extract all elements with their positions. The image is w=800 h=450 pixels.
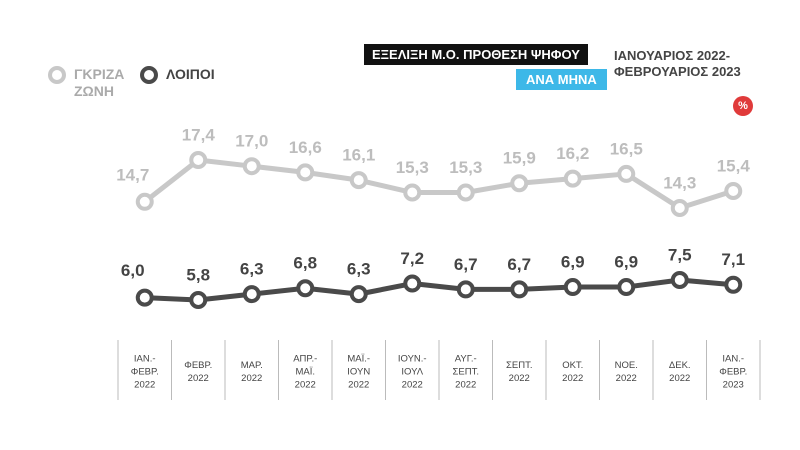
x-tick-label: ΝΟΕ. xyxy=(615,360,638,371)
x-tick-label: ΦΕΒΡ. xyxy=(719,367,747,378)
x-tick-label: ΙΟΥΝ.- xyxy=(398,354,427,365)
x-tick-label: ΜΑΡ. xyxy=(241,360,263,371)
x-tick-label: 2022 xyxy=(188,373,209,384)
value-label: 16,1 xyxy=(342,146,375,165)
point xyxy=(456,280,475,299)
value-label: 17,0 xyxy=(235,132,268,151)
x-tick-label: ΑΠΡ.- xyxy=(293,354,317,365)
x-tick-label: ΜΑΪ.- xyxy=(347,354,370,365)
x-tick-label: 2022 xyxy=(616,373,637,384)
point xyxy=(189,291,208,309)
point xyxy=(617,164,636,183)
value-label: 6,7 xyxy=(454,255,478,274)
point xyxy=(563,169,582,188)
x-tick-label: 2022 xyxy=(134,380,155,391)
point xyxy=(296,163,315,182)
x-tick-label: ΜΑΪ. xyxy=(295,367,315,378)
x-tick-label: 2022 xyxy=(402,380,423,391)
annotation: ΦΕΒΡΟΥΑΡΙΟΣ 2023 xyxy=(614,64,741,79)
point xyxy=(724,275,743,294)
period: ΙΑΝΟΥΑΡΙΟΣ 2022- ΦΕΒΡΟΥΑΡΙΟΣ 2023 xyxy=(614,48,741,80)
x-tick-label: 2022 xyxy=(348,380,369,391)
point xyxy=(135,288,154,307)
value-label: 16,2 xyxy=(556,144,589,163)
value-label: 15,3 xyxy=(396,158,429,177)
x-tick-label: ΦΕΒΡ. xyxy=(184,360,212,371)
value-label: 14,7 xyxy=(116,165,149,184)
point xyxy=(670,271,689,289)
legend-swatch xyxy=(140,66,158,84)
value-label: 6,8 xyxy=(293,254,317,273)
x-tick-label: 2023 xyxy=(723,380,744,391)
point xyxy=(242,157,261,176)
point xyxy=(189,151,208,169)
x-tick-label: 2022 xyxy=(241,373,262,384)
point xyxy=(563,278,582,297)
x-tick-label: ΟΚΤ. xyxy=(562,360,583,371)
value-label: 15,4 xyxy=(717,156,751,175)
value-label: 6,7 xyxy=(507,255,531,274)
x-tick-label: 2022 xyxy=(562,373,583,384)
value-label: 14,3 xyxy=(663,173,696,192)
value-label: 6,9 xyxy=(561,253,585,272)
x-tick-label: ΙΟΥΛ xyxy=(401,367,423,378)
value-label: 7,5 xyxy=(668,245,692,264)
legend-label: ΛΟΙΠΟΙ xyxy=(166,66,215,82)
legend-label: ΓΚΡΙΖΑ ΖΩΝΗ xyxy=(74,66,125,99)
x-tick-label: 2022 xyxy=(295,380,316,391)
unit-badge: % xyxy=(733,96,753,116)
x-tick-label: ΔΕΚ. xyxy=(669,360,691,371)
value-label: 16,6 xyxy=(289,138,322,157)
value-label: 7,2 xyxy=(400,249,424,268)
legend-item: ΛΟΙΠΟΙ xyxy=(140,66,215,84)
point xyxy=(510,174,529,193)
value-label: 17,4 xyxy=(182,125,216,144)
point xyxy=(403,274,422,293)
point xyxy=(510,280,529,299)
point xyxy=(403,183,422,202)
point xyxy=(349,285,368,304)
value-label: 6,3 xyxy=(240,260,264,279)
legend-item: ΓΚΡΙΖΑ ΖΩΝΗ xyxy=(48,66,134,100)
value-label: 16,5 xyxy=(610,139,643,158)
value-label: 7,1 xyxy=(721,250,745,269)
x-tick-label: ΙΟΥΝ xyxy=(347,367,370,378)
point xyxy=(617,278,636,297)
value-label: 15,3 xyxy=(449,158,482,177)
x-tick-label: ΙΑΝ.- xyxy=(722,354,744,365)
point xyxy=(724,181,743,200)
value-label: 5,8 xyxy=(186,265,210,284)
series-line xyxy=(143,157,735,211)
x-tick-label: 2022 xyxy=(509,373,530,384)
chart-title: ΕΞΕΛΙΞΗ Μ.Ο. ΠΡΟΘΕΣΗ ΨΗΦΟΥ xyxy=(364,44,588,65)
x-tick-label: ΙΑΝ.- xyxy=(134,354,156,365)
x-tick-label: ΑΥΓ.- xyxy=(455,354,477,365)
legend-swatch xyxy=(48,66,66,84)
x-tick-label: 2022 xyxy=(669,373,690,384)
chart-subtitle: ΑΝΑ ΜΗΝΑ xyxy=(516,69,607,90)
value-label: 6,0 xyxy=(121,261,145,280)
value-label: 6,3 xyxy=(347,260,371,279)
annotation: ΙΑΝΟΥΑΡΙΟΣ 2022- xyxy=(614,48,731,63)
value-label: 6,9 xyxy=(614,253,638,272)
point xyxy=(670,199,689,217)
point xyxy=(135,192,154,211)
value-label: 15,9 xyxy=(503,149,536,168)
point xyxy=(456,183,475,202)
x-tick-label: 2022 xyxy=(455,380,476,391)
x-tick-label: ΣΕΠΤ. xyxy=(506,360,532,371)
point xyxy=(242,285,261,304)
point xyxy=(296,279,315,298)
x-tick-label: ΣΕΠΤ. xyxy=(453,367,479,378)
x-tick-label: ΦΕΒΡ. xyxy=(131,367,159,378)
series-line xyxy=(144,277,734,303)
point xyxy=(349,171,368,190)
